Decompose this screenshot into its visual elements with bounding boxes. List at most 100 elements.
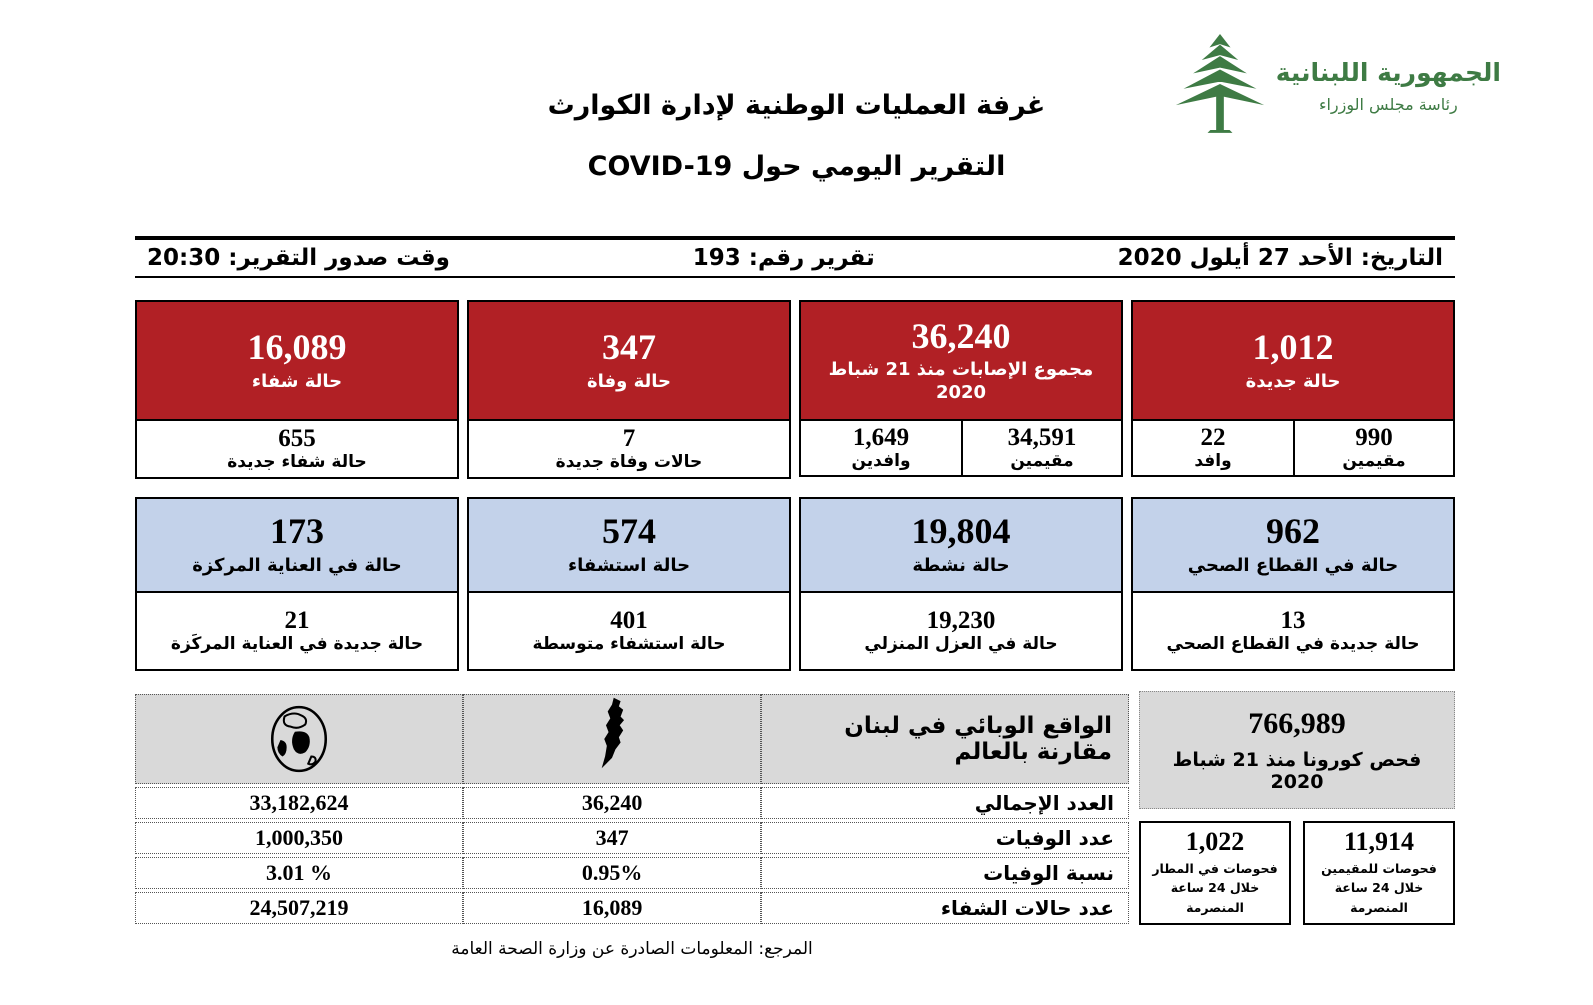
home-isolation-value: 19,230	[926, 606, 996, 634]
comparison-row-recoveries: عدد حالات الشفاء 16,089 24,507,219	[135, 892, 1129, 924]
red-stats-row: 1,012 حالة جديدة 990 مقيمين 22 وافد 36,2…	[135, 300, 1455, 479]
icu-label: حالة في العناية المركزة	[192, 555, 402, 577]
card-active-cases: 19,804 حالة نشطة 19,230 حالة في العزل ال…	[799, 497, 1123, 671]
row-total-world: 33,182,624	[135, 787, 464, 819]
hospitalized-header: 574 حالة استشفاء	[467, 497, 791, 593]
card-hospitalized: 574 حالة استشفاء 401 حالة استشفاء متوسطة	[467, 497, 791, 671]
row-total-label: العدد الإجمالي	[761, 787, 1129, 819]
health-sector-new-label: حالة جديدة في القطاع الصحي	[1166, 633, 1420, 654]
comparison-header-row: الواقع الوبائي في لبنان مقارنة بالعالم	[135, 694, 1129, 784]
logo-org-name: الجمهورية اللبنانية	[1275, 58, 1501, 87]
total-cases-label: مجموع الإصابات منذ 21 شباط 2020	[828, 359, 1094, 403]
new-cases-arrivals-cell: 22 وافد	[1133, 421, 1293, 475]
comparison-row-deaths: عدد الوفيات 347 1,000,350	[135, 822, 1129, 854]
health-sector-label: حالة في القطاع الصحي	[1187, 555, 1399, 577]
new-deaths-value: 7	[622, 424, 636, 452]
row-recoveries-label: عدد حالات الشفاء	[761, 892, 1129, 924]
active-cases-value: 19,804	[911, 511, 1011, 552]
total-cases-header: 36,240 مجموع الإصابات منذ 21 شباط 2020	[799, 300, 1123, 421]
logo-org-subtitle: رئاسة مجلس الوزراء	[1318, 95, 1458, 114]
logo-text: الجمهورية اللبنانية رئاسة مجلس الوزراء	[1276, 52, 1501, 114]
active-cases-header: 19,804 حالة نشطة	[799, 497, 1123, 593]
resident-tests-value: 11,914	[1343, 826, 1415, 856]
active-cases-sub: 19,230 حالة في العزل المنزلي	[799, 593, 1123, 671]
deaths-header: 347 حالة وفاة	[467, 300, 791, 421]
new-recoveries-label: حالة شفاء جديدة	[227, 451, 367, 472]
source-note: المرجع: المعلومات الصادرة عن وزارة الصحة…	[451, 939, 813, 959]
total-arrivals-cell: 1,649 وافدين	[801, 421, 961, 475]
tests-column: 766,989 فحص كورونا منذ 21 شباط 2020 11,9…	[1139, 691, 1455, 925]
new-cases-breakdown: 990 مقيمين 22 وافد	[1131, 421, 1455, 477]
report-date: التاريخ: الأحد 27 أيلول 2020	[1117, 245, 1443, 271]
deaths-value: 347	[602, 326, 656, 367]
report-number: تقرير رقم: 193	[692, 245, 875, 271]
globe-icon	[270, 705, 328, 773]
new-recoveries-value: 655	[278, 424, 316, 452]
deaths-label: حالة وفاة	[586, 370, 672, 392]
total-tests-value: 766,989	[1248, 706, 1346, 740]
card-icu: 173 حالة في العناية المركزة 21 حالة جديد…	[135, 497, 459, 671]
row-death-rate-lebanon: 0.95%	[463, 857, 762, 889]
row-deaths-world: 1,000,350	[135, 822, 464, 854]
row-deaths-lebanon: 347	[463, 822, 762, 854]
new-cases-value: 1,012	[1252, 326, 1334, 367]
total-tests-label: فحص كورونا منذ 21 شباط 2020	[1172, 749, 1422, 794]
new-cases-header: 1,012 حالة جديدة	[1131, 300, 1455, 421]
row-recoveries-lebanon: 16,089	[463, 892, 762, 924]
total-residents-label: مقيمين	[1010, 450, 1074, 471]
total-residents-value: 34,591	[1007, 423, 1077, 451]
arrivals-label: وافد	[1194, 450, 1232, 471]
comparison-title: الواقع الوبائي في لبنان مقارنة بالعالم	[761, 694, 1129, 784]
bottom-section: 766,989 فحص كورونا منذ 21 شباط 2020 11,9…	[135, 691, 1455, 959]
active-cases-label: حالة نشطة	[912, 555, 1010, 577]
card-deaths: 347 حالة وفاة 7 حالات وفاة جديدة	[467, 300, 791, 479]
health-sector-value: 962	[1266, 511, 1320, 552]
home-isolation-label: حالة في العزل المنزلي	[864, 633, 1058, 654]
comparison-row-death-rate: نسبة الوفيات 0.95% 3.01 %	[135, 857, 1129, 889]
total-cases-breakdown: 34,591 مقيمين 1,649 وافدين	[799, 421, 1123, 477]
new-cases-label: حالة جديدة	[1245, 370, 1341, 392]
daily-tests-boxes: 11,914 فحوصات للمقيمين خلال 24 ساعة المن…	[1139, 821, 1455, 925]
icu-new-value: 21	[284, 606, 310, 634]
airport-tests-box: 1,022 فحوصات في المطار خلال 24 ساعة المن…	[1139, 821, 1291, 925]
residents-value: 990	[1355, 423, 1393, 451]
report-title: غرفة العمليات الوطنية لإدارة الكوارث	[547, 90, 1046, 121]
total-arrivals-value: 1,649	[852, 423, 910, 451]
moderate-hospitalized-value: 401	[610, 606, 648, 634]
card-health-sector: 962 حالة في القطاع الصحي 13 حالة جديدة ف…	[1131, 497, 1455, 671]
airport-tests-label: فحوصات في المطار خلال 24 ساعة المنصرمة	[1152, 860, 1278, 915]
blue-stats-row: 962 حالة في القطاع الصحي 13 حالة جديدة ف…	[135, 497, 1455, 671]
deaths-sub: 7 حالات وفاة جديدة	[467, 421, 791, 479]
health-sector-new-value: 13	[1280, 606, 1306, 634]
row-total-lebanon: 36,240	[463, 787, 762, 819]
comparison-column: الواقع الوبائي في لبنان مقارنة بالعالم	[135, 691, 1129, 959]
total-cases-value: 36,240	[911, 315, 1011, 356]
icu-sub: 21 حالة جديدة في العناية المركَزة	[135, 593, 459, 671]
card-total-cases: 36,240 مجموع الإصابات منذ 21 شباط 2020 3…	[799, 300, 1123, 479]
lebanese-republic-logo: الجمهورية اللبنانية رئاسة مجلس الوزراء	[1172, 30, 1501, 136]
new-deaths-label: حالات وفاة جديدة	[555, 451, 703, 472]
resident-tests-label: فحوصات للمقيمين خلال 24 ساعة المنصرمة	[1321, 860, 1437, 915]
report-header: غرفة العمليات الوطنية لإدارة الكوارث الت…	[0, 0, 1593, 182]
report-time: وقت صدور التقرير: 20:30	[147, 245, 450, 271]
total-residents-cell: 34,591 مقيمين	[961, 421, 1121, 475]
lebanon-column-header	[463, 694, 762, 784]
recoveries-label: حالة شفاء	[251, 370, 343, 392]
hospitalized-value: 574	[602, 511, 656, 552]
total-arrivals-label: وافدين	[851, 450, 911, 471]
row-deaths-label: عدد الوفيات	[761, 822, 1129, 854]
comparison-row-total: العدد الإجمالي 36,240 33,182,624	[135, 787, 1129, 819]
residents-label: مقيمين	[1342, 450, 1406, 471]
icu-value: 173	[270, 511, 324, 552]
icu-new-label: حالة جديدة في العناية المركَزة	[170, 633, 424, 654]
moderate-hospitalized-label: حالة استشفاء متوسطة	[532, 633, 726, 654]
card-new-cases: 1,012 حالة جديدة 990 مقيمين 22 وافد	[1131, 300, 1455, 479]
row-death-rate-label: نسبة الوفيات	[761, 857, 1129, 889]
total-tests-box: 766,989 فحص كورونا منذ 21 شباط 2020	[1139, 691, 1455, 809]
new-cases-residents-cell: 990 مقيمين	[1293, 421, 1453, 475]
resident-tests-box: 11,914 فحوصات للمقيمين خلال 24 ساعة المن…	[1303, 821, 1455, 925]
report-meta-bar: التاريخ: الأحد 27 أيلول 2020 تقرير رقم: …	[135, 236, 1455, 278]
row-recoveries-world: 24,507,219	[135, 892, 464, 924]
hospitalized-sub: 401 حالة استشفاء متوسطة	[467, 593, 791, 671]
